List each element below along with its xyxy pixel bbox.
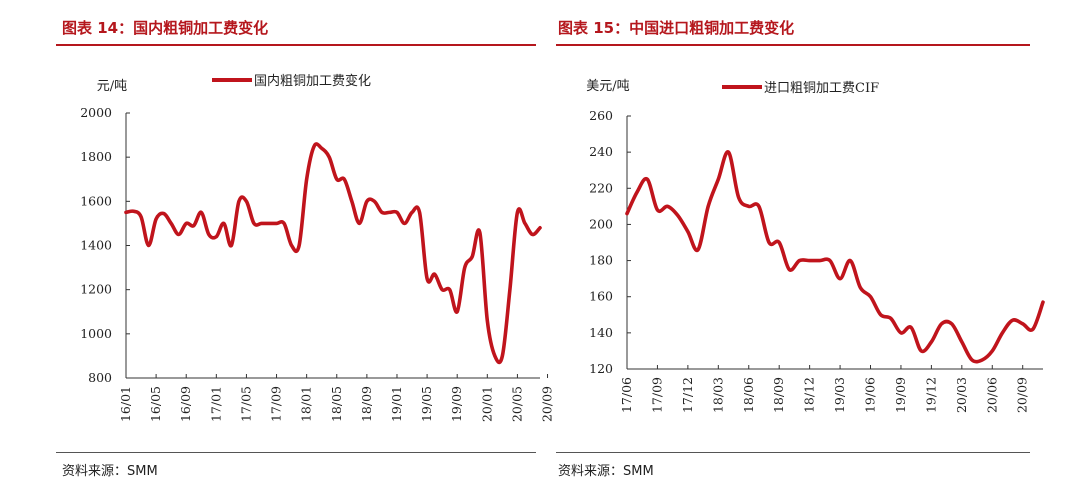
y-tick-label: 1400 [80, 238, 112, 253]
x-tick-label: 17/12 [680, 377, 695, 413]
y-axis-unit-label: 美元/吨 [586, 79, 629, 94]
x-tick-label: 20/06 [984, 377, 999, 413]
x-tick-label: 17/06 [619, 377, 634, 413]
x-tick-label: 19/12 [923, 377, 938, 413]
y-tick-label: 800 [88, 370, 112, 385]
x-tick-label: 18/05 [329, 386, 344, 422]
figure-15-title: 图表 15：中国进口粗铜加工费变化 [558, 19, 795, 37]
figure-14-title-rule [56, 44, 536, 46]
x-tick-label: 16/01 [118, 386, 133, 422]
x-tick-label: 18/03 [710, 377, 725, 413]
x-tick-label: 20/09 [540, 386, 555, 422]
figure-14-source: 资料来源：SMM [62, 464, 158, 479]
x-tick-label: 19/01 [389, 386, 404, 422]
x-tick-label: 17/09 [269, 386, 284, 422]
y-tick-label: 140 [589, 325, 613, 340]
figure-15-footer-rule [556, 452, 1030, 453]
x-tick-label: 18/09 [359, 386, 374, 422]
y-tick-label: 240 [589, 144, 613, 159]
x-tick-label: 19/03 [832, 377, 847, 413]
x-tick-label: 17/01 [208, 386, 223, 422]
figure-15-source: 资料来源：SMM [558, 464, 654, 479]
x-tick-label: 19/05 [419, 386, 434, 422]
x-tick-label: 18/06 [741, 377, 756, 413]
x-tick-label: 16/05 [148, 386, 163, 422]
figure-14-panel: 图表 14：国内粗铜加工费变化 800 1000 1200 1400 1600 1800 2… [0, 0, 555, 500]
y-tick-label: 1000 [80, 326, 112, 341]
figure-14-title: 图表 14：国内粗铜加工费变化 [62, 19, 269, 37]
x-tick-label: 18/12 [802, 377, 817, 413]
y-tick-label: 180 [589, 253, 613, 268]
y-tick-label: 1600 [80, 193, 112, 208]
x-tick-label: 17/05 [238, 386, 253, 422]
series-line [124, 142, 542, 365]
y-tick-label: 160 [589, 289, 613, 304]
x-tick-label: 17/09 [649, 377, 664, 413]
domestic-tc-line-chart: 800 1000 1200 1400 1600 1800 2000 16/01 16/05 16/… [80, 73, 554, 422]
x-tick-label: 19/06 [863, 377, 878, 413]
y-tick-label: 2000 [80, 105, 112, 120]
figure-14-footer-rule [56, 452, 536, 453]
x-tick-label: 18/01 [299, 386, 314, 422]
series-line [625, 150, 1045, 364]
y-tick-label: 260 [589, 108, 613, 123]
y-tick-label: 1800 [80, 149, 112, 164]
x-tick-label: 18/09 [771, 377, 786, 413]
x-tick-label: 20/09 [1015, 377, 1030, 413]
y-axis-unit-label: 元/吨 [97, 79, 127, 94]
figure-15-title-rule [556, 44, 1030, 46]
x-tick-label: 20/03 [954, 377, 969, 413]
x-tick-label: 20/01 [479, 386, 494, 422]
x-tick-label: 19/09 [893, 377, 908, 413]
y-tick-label: 120 [589, 361, 613, 376]
y-tick-label: 220 [589, 180, 613, 195]
y-tick-label: 1200 [80, 282, 112, 297]
x-tick-label: 20/05 [509, 386, 524, 422]
figure-15-panel: 图表 15：中国进口粗铜加工费变化 120 140 160 180 200 220 240 2… [550, 0, 1080, 500]
import-tc-line-chart: 120 140 160 180 200 220 240 260 17/06 17/09 17/12 1… [586, 79, 1045, 413]
x-tick-label: 16/09 [178, 386, 193, 422]
y-tick-label: 200 [589, 216, 613, 231]
legend-label: 进口粗铜加工费CIF [764, 81, 879, 96]
legend-label: 国内粗铜加工费变化 [254, 73, 371, 89]
x-tick-label: 19/09 [449, 386, 464, 422]
